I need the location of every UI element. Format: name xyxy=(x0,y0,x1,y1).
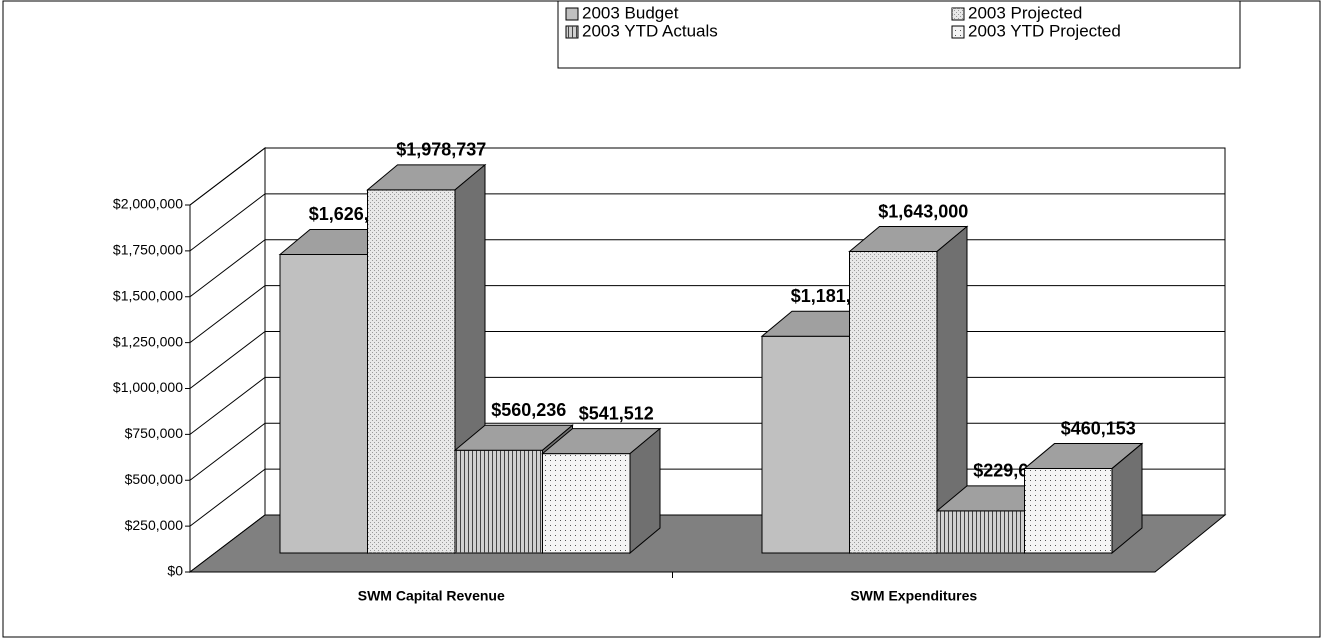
legend-swatch-pattern xyxy=(566,26,578,38)
grid-line xyxy=(189,193,266,252)
y-tick-label: $1,500,000 xyxy=(113,287,183,303)
grid-line xyxy=(189,422,266,481)
grid-line xyxy=(189,147,266,206)
y-tick-label: $2,000,000 xyxy=(113,196,183,212)
legend-label: 2003 Budget xyxy=(582,3,679,22)
legend-swatch-pattern xyxy=(566,8,578,20)
value-label: $1,978,737 xyxy=(396,140,486,160)
bar xyxy=(366,163,487,555)
y-tick-label: $750,000 xyxy=(125,425,184,441)
legend-label: 2003 YTD Projected xyxy=(968,21,1121,40)
y-tick-label: $0 xyxy=(167,563,183,579)
bar-face xyxy=(937,510,1025,553)
bar xyxy=(935,484,1056,555)
legend-box xyxy=(557,0,1241,69)
x-tick-label: SWM Capital Revenue xyxy=(358,588,505,604)
bar-face xyxy=(762,336,850,553)
value-label: $1,643,000 xyxy=(878,201,968,221)
bar-face xyxy=(367,189,455,553)
bar xyxy=(1023,442,1144,555)
grid-line xyxy=(189,468,266,527)
bar-face xyxy=(1111,442,1143,555)
legend-swatch-pattern xyxy=(952,26,964,38)
y-tick-label: $1,750,000 xyxy=(113,242,183,258)
bar-face xyxy=(1024,468,1112,553)
grid-line xyxy=(189,285,266,344)
y-tick-label: $250,000 xyxy=(125,517,184,533)
legend-label: 2003 YTD Actuals xyxy=(582,21,718,40)
bar xyxy=(848,225,969,555)
grid-line xyxy=(189,331,266,389)
bar-face xyxy=(280,254,368,553)
bar xyxy=(541,427,662,555)
value-label: $460,153 xyxy=(1061,418,1136,438)
legend-swatch-pattern xyxy=(952,8,964,20)
legend-label: 2003 Projected xyxy=(968,3,1082,22)
value-label: $560,236 xyxy=(491,400,566,420)
y-tick-label: $1,250,000 xyxy=(113,333,183,349)
bar-face xyxy=(455,450,543,553)
x-tick-label: SWM Expenditures xyxy=(850,588,977,604)
bar-face xyxy=(542,453,630,553)
value-label: $541,512 xyxy=(579,403,654,423)
grid-line xyxy=(189,376,266,435)
grid-line xyxy=(189,239,266,298)
y-tick-label: $500,000 xyxy=(125,471,184,487)
bar-face xyxy=(629,427,661,555)
bar-face xyxy=(849,251,937,553)
y-tick-label: $1,000,000 xyxy=(113,379,183,395)
